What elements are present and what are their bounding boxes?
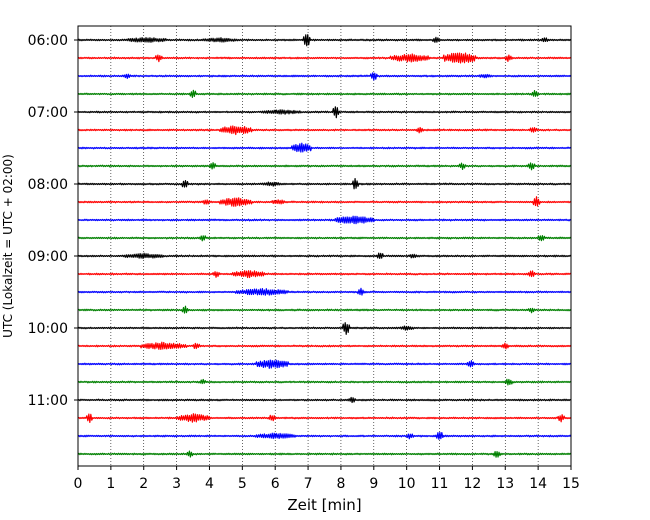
trace-row-0730 bbox=[77, 142, 572, 153]
y-tick-label: 06:00 bbox=[28, 33, 68, 49]
trace-row-0745 bbox=[77, 162, 572, 171]
x-tick-label: 0 bbox=[74, 476, 83, 492]
trace-row-0915 bbox=[77, 270, 572, 279]
y-axis: 06:00 07:00 08:00 09:00 10:00 11:00 bbox=[28, 33, 78, 409]
trace-row-0930 bbox=[77, 287, 572, 296]
y-tick-label: 09:00 bbox=[28, 249, 68, 265]
trace-row-1115 bbox=[77, 413, 572, 423]
y-axis-title: UTC (Lokalzeit = UTC + 02:00) bbox=[1, 154, 15, 338]
trace-row-0645 bbox=[77, 89, 572, 99]
x-tick-label: 2 bbox=[139, 476, 148, 492]
trace-row-1015 bbox=[77, 341, 572, 350]
x-tick-label: 7 bbox=[304, 476, 313, 492]
y-tick-label: 07:00 bbox=[28, 105, 68, 121]
x-tick-label: 13 bbox=[496, 476, 514, 492]
plot-frame bbox=[77, 25, 572, 467]
x-tick-label: 12 bbox=[463, 476, 481, 492]
x-tick-label: 14 bbox=[529, 476, 547, 492]
y-tick-label: 08:00 bbox=[28, 177, 68, 193]
x-axis-title: Zeit [min] bbox=[287, 496, 361, 514]
trace-row-0630 bbox=[77, 72, 572, 81]
x-tick-label: 4 bbox=[205, 476, 214, 492]
seismic-traces bbox=[77, 34, 572, 458]
x-tick-label: 1 bbox=[106, 476, 115, 492]
trace-row-0700 bbox=[77, 106, 572, 119]
x-tick-label: 15 bbox=[562, 476, 580, 492]
trace-row-0900 bbox=[77, 252, 572, 260]
trace-row-0600 bbox=[77, 34, 572, 47]
x-tick-label: 3 bbox=[172, 476, 181, 492]
vertical-gridlines bbox=[110, 26, 539, 466]
trace-row-1145 bbox=[77, 450, 572, 458]
trace-row-0845 bbox=[77, 235, 572, 242]
trace-row-1130 bbox=[77, 431, 572, 440]
trace-row-0815 bbox=[77, 196, 572, 207]
trace-row-0800 bbox=[77, 177, 572, 190]
trace-row-1100 bbox=[77, 396, 572, 404]
trace-row-0615 bbox=[77, 52, 572, 64]
y-tick-label: 11:00 bbox=[28, 393, 68, 409]
trace-row-1030 bbox=[77, 359, 572, 369]
y-tick-label: 10:00 bbox=[28, 321, 68, 337]
trace-row-0715 bbox=[77, 125, 572, 136]
x-tick-label: 10 bbox=[398, 476, 416, 492]
x-tick-label: 9 bbox=[369, 476, 378, 492]
trace-row-0945 bbox=[77, 305, 572, 314]
x-tick-label: 6 bbox=[271, 476, 280, 492]
x-tick-label: 11 bbox=[431, 476, 449, 492]
trace-row-0830 bbox=[77, 215, 572, 225]
x-tick-label: 8 bbox=[336, 476, 345, 492]
x-axis: 0 1 2 3 4 5 6 7 8 9 10 11 12 13 14 15 bbox=[74, 466, 580, 492]
trace-row-1000 bbox=[77, 322, 572, 335]
x-tick-label: 5 bbox=[238, 476, 247, 492]
trace-row-1045 bbox=[77, 378, 572, 386]
